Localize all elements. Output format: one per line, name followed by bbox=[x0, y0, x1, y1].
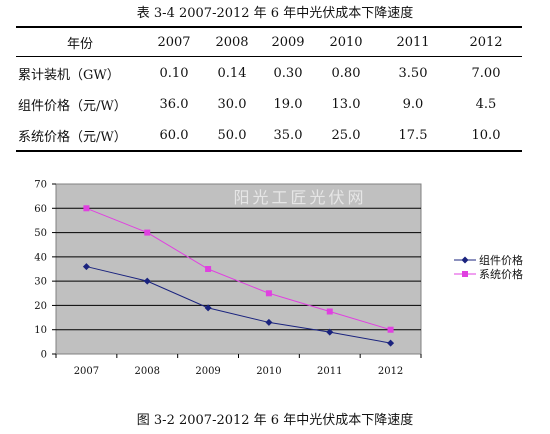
y-tick-label: 0 bbox=[41, 350, 47, 361]
table-header-rule bbox=[16, 56, 522, 57]
table-cell: 0.80 bbox=[331, 66, 361, 81]
data-point bbox=[265, 290, 272, 297]
legend-label: 系统价格 bbox=[479, 267, 523, 281]
legend-marker bbox=[461, 256, 469, 264]
y-tick-label: 30 bbox=[34, 277, 47, 288]
x-tick-label: 2008 bbox=[135, 366, 160, 377]
header-cell-year: 2008 bbox=[215, 35, 249, 50]
data-point bbox=[143, 277, 151, 285]
figure-caption: 图 3-2 2007-2012 年 6 年中光伏成本下降速度 bbox=[136, 413, 414, 428]
table-cell: 13.0 bbox=[331, 97, 361, 112]
series-line bbox=[86, 207, 391, 331]
table-row-installed-capacity: 累计装机（GW） 0.10 0.14 0.30 0.80 3.50 7.00 bbox=[16, 56, 522, 89]
data-point bbox=[82, 263, 90, 271]
cost-table: 年份 2007 2008 2009 2010 2011 2012 累计装机（GW… bbox=[16, 29, 522, 151]
table-cell: 10.0 bbox=[471, 128, 501, 143]
table-cell: 0.10 bbox=[159, 66, 189, 81]
data-point bbox=[83, 205, 90, 212]
data-point bbox=[144, 229, 151, 236]
legend-label: 组件价格 bbox=[479, 253, 523, 267]
table-cell: 30.0 bbox=[217, 97, 247, 112]
series-line bbox=[86, 266, 391, 344]
header-cell-year: 2010 bbox=[329, 35, 363, 50]
table-cell: 50.0 bbox=[217, 128, 247, 143]
price-line-chart: 阳光工匠光伏网 0 10 20 30 40 50 60 70 2007 2008 2009 2010… bbox=[0, 172, 550, 394]
header-cell-year: 2012 bbox=[469, 35, 503, 50]
data-point bbox=[387, 339, 395, 347]
plot-area bbox=[55, 183, 422, 355]
table-cell: 60.0 bbox=[159, 128, 189, 143]
data-point bbox=[205, 266, 212, 272]
data-point bbox=[204, 304, 212, 312]
y-tick-label: 40 bbox=[34, 252, 47, 263]
table-cell: 35.0 bbox=[273, 128, 303, 143]
y-tick-label: 70 bbox=[34, 180, 47, 191]
y-tick-label: 10 bbox=[34, 325, 47, 336]
data-point bbox=[326, 328, 334, 336]
table-cell: 4.5 bbox=[475, 97, 497, 112]
row-label: 系统价格（元/W） bbox=[18, 130, 127, 145]
header-cell-year-label: 年份 bbox=[66, 37, 93, 52]
row-label: 组件价格（元/W） bbox=[18, 99, 127, 114]
data-point bbox=[265, 318, 273, 326]
watermark-text: 阳光工匠光伏网 bbox=[233, 188, 366, 207]
table-cell: 0.14 bbox=[217, 66, 247, 81]
table-cell: 9.0 bbox=[402, 97, 424, 112]
table-top-rule bbox=[16, 26, 522, 28]
x-tick-label: 2009 bbox=[195, 366, 220, 377]
data-point bbox=[387, 326, 394, 333]
table-cell: 19.0 bbox=[273, 97, 303, 112]
table-title: 表 3-4 2007-2012 年 6 年中光伏成本下降速度 bbox=[136, 6, 414, 21]
x-tick-label: 2007 bbox=[74, 366, 99, 377]
legend-marker bbox=[462, 271, 468, 277]
x-tick-label: 2010 bbox=[256, 366, 281, 377]
table-cell: 25.0 bbox=[331, 128, 361, 143]
table-cell: 0.30 bbox=[273, 66, 303, 81]
table-cell: 7.00 bbox=[471, 66, 501, 81]
table-cell: 3.50 bbox=[398, 66, 428, 81]
table-cell: 36.0 bbox=[159, 97, 189, 112]
row-label: 累计装机（GW） bbox=[18, 68, 120, 83]
header-cell-year: 2009 bbox=[271, 35, 305, 50]
table-header-row: 年份 2007 2008 2009 2010 2011 2012 bbox=[16, 29, 522, 56]
table-bottom-rule bbox=[16, 150, 522, 152]
table-cell: 17.5 bbox=[398, 128, 428, 143]
x-tick-label: 2012 bbox=[378, 366, 403, 377]
header-cell-year: 2011 bbox=[396, 35, 430, 50]
table-row-system-price: 系统价格（元/W） 60.0 50.0 35.0 25.0 17.5 10.0 bbox=[16, 120, 522, 151]
x-tick-label: 2011 bbox=[317, 366, 342, 377]
y-tick-label: 50 bbox=[34, 228, 47, 239]
data-point bbox=[326, 308, 333, 315]
header-cell-year: 2007 bbox=[157, 35, 191, 50]
y-tick-label: 20 bbox=[34, 301, 47, 312]
y-tick-label: 60 bbox=[34, 204, 47, 215]
table-row-module-price: 组件价格（元/W） 36.0 30.0 19.0 13.0 9.0 4.5 bbox=[16, 89, 522, 120]
